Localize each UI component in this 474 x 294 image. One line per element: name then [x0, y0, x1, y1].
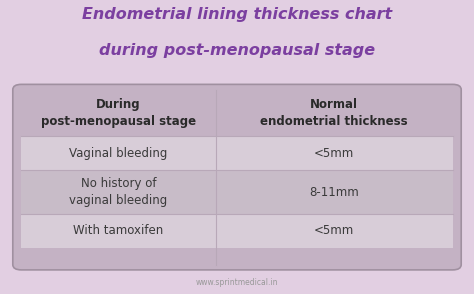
Bar: [21, 214, 453, 248]
Text: www.sprintmedical.in: www.sprintmedical.in: [196, 278, 278, 287]
Bar: [21, 136, 453, 170]
Text: With tamoxifen: With tamoxifen: [73, 224, 164, 238]
Bar: [21, 90, 453, 136]
Text: No history of
vaginal bleeding: No history of vaginal bleeding: [69, 177, 168, 207]
Text: 8-11mm: 8-11mm: [310, 186, 359, 198]
Text: <5mm: <5mm: [314, 147, 354, 160]
Text: <5mm: <5mm: [314, 224, 354, 238]
Text: Vaginal bleeding: Vaginal bleeding: [69, 147, 168, 160]
Text: during post-menopausal stage: during post-menopausal stage: [99, 43, 375, 58]
Bar: [21, 170, 453, 214]
Text: Normal
endometrial thickness: Normal endometrial thickness: [260, 98, 408, 128]
Bar: [21, 170, 453, 214]
Bar: [21, 90, 453, 136]
Text: Endometrial lining thickness chart: Endometrial lining thickness chart: [82, 7, 392, 22]
Text: During
post-menopausal stage: During post-menopausal stage: [41, 98, 196, 128]
Bar: [21, 214, 453, 248]
FancyBboxPatch shape: [13, 84, 461, 270]
Bar: [21, 136, 453, 170]
